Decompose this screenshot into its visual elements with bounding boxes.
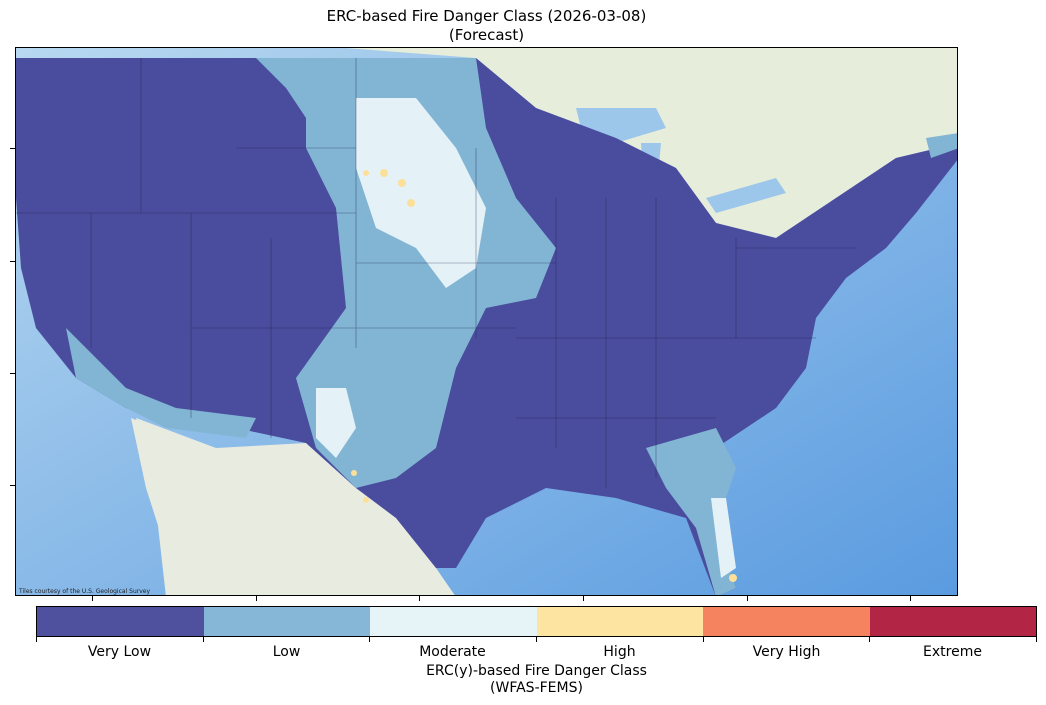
state-boundaries xyxy=(16,58,856,488)
colorbar-segment-extreme xyxy=(869,607,1036,636)
y-tick xyxy=(10,261,15,262)
danger-low-maine xyxy=(926,133,957,158)
colorbar-title-line-2: (WFAS-FEMS) xyxy=(490,680,583,696)
mexico-land xyxy=(136,418,455,595)
title-line-2: (Forecast) xyxy=(448,26,525,44)
colorbar-tick xyxy=(703,637,704,642)
danger-high-spot xyxy=(351,470,357,476)
x-tick xyxy=(419,596,420,601)
colorbar-title-line-1: ERC(y)-based Fire Danger Class xyxy=(426,663,647,679)
map-canvas xyxy=(16,48,957,595)
colorbar-tick xyxy=(369,637,370,642)
x-tick xyxy=(92,596,93,601)
chart-title: ERC-based Fire Danger Class (2026-03-08)… xyxy=(0,7,973,45)
y-tick xyxy=(10,373,15,374)
colorbar-tick xyxy=(36,637,37,642)
legend-label-very-low: Very Low xyxy=(87,644,152,660)
x-tick xyxy=(747,596,748,601)
colorbar-tick xyxy=(1036,637,1037,642)
colorbar-segment-very-low xyxy=(37,607,204,636)
map-panel[interactable] xyxy=(15,47,958,596)
colorbar-segment-low xyxy=(203,607,370,636)
colorbar-segment-moderate xyxy=(370,607,537,636)
legend-label-very-high: Very High xyxy=(752,644,821,660)
tile-credit: Tiles courtesy of the U.S. Geological Su… xyxy=(19,588,151,595)
danger-high-spot xyxy=(363,170,369,176)
y-tick xyxy=(10,148,15,149)
colorbar-tick xyxy=(869,637,870,642)
colorbar-segment-high xyxy=(536,607,703,636)
danger-high-spot xyxy=(380,169,388,177)
danger-high-spot xyxy=(398,179,406,187)
danger-low-socal xyxy=(66,328,256,438)
legend-label-low: Low xyxy=(272,644,301,660)
legend-label-high: High xyxy=(603,644,636,660)
danger-moderate-dakotas xyxy=(356,98,486,288)
danger-very-low xyxy=(16,58,957,595)
title-line-1: ERC-based Fire Danger Class (2026-03-08) xyxy=(326,7,647,25)
y-tick xyxy=(10,485,15,486)
danger-moderate-florida xyxy=(711,498,736,578)
legend-label-extreme: Extreme xyxy=(923,644,982,660)
colorbar-segment-very-high xyxy=(703,607,870,636)
baja-land xyxy=(131,418,206,595)
legend-label-moderate: Moderate xyxy=(419,644,486,660)
colorbar xyxy=(36,606,1037,637)
x-tick xyxy=(910,596,911,601)
danger-high-spot xyxy=(729,574,737,582)
colorbar-tick xyxy=(536,637,537,642)
x-tick xyxy=(583,596,584,601)
x-tick xyxy=(256,596,257,601)
danger-high-spot xyxy=(407,199,415,207)
colorbar-title: ERC(y)-based Fire Danger Class (WFAS-FEM… xyxy=(36,663,1037,697)
danger-high-spot xyxy=(363,497,369,503)
lake-erie xyxy=(706,178,786,213)
danger-low-southeast xyxy=(646,428,736,595)
colorbar-tick xyxy=(203,637,204,642)
danger-moderate-southwest xyxy=(316,388,356,458)
